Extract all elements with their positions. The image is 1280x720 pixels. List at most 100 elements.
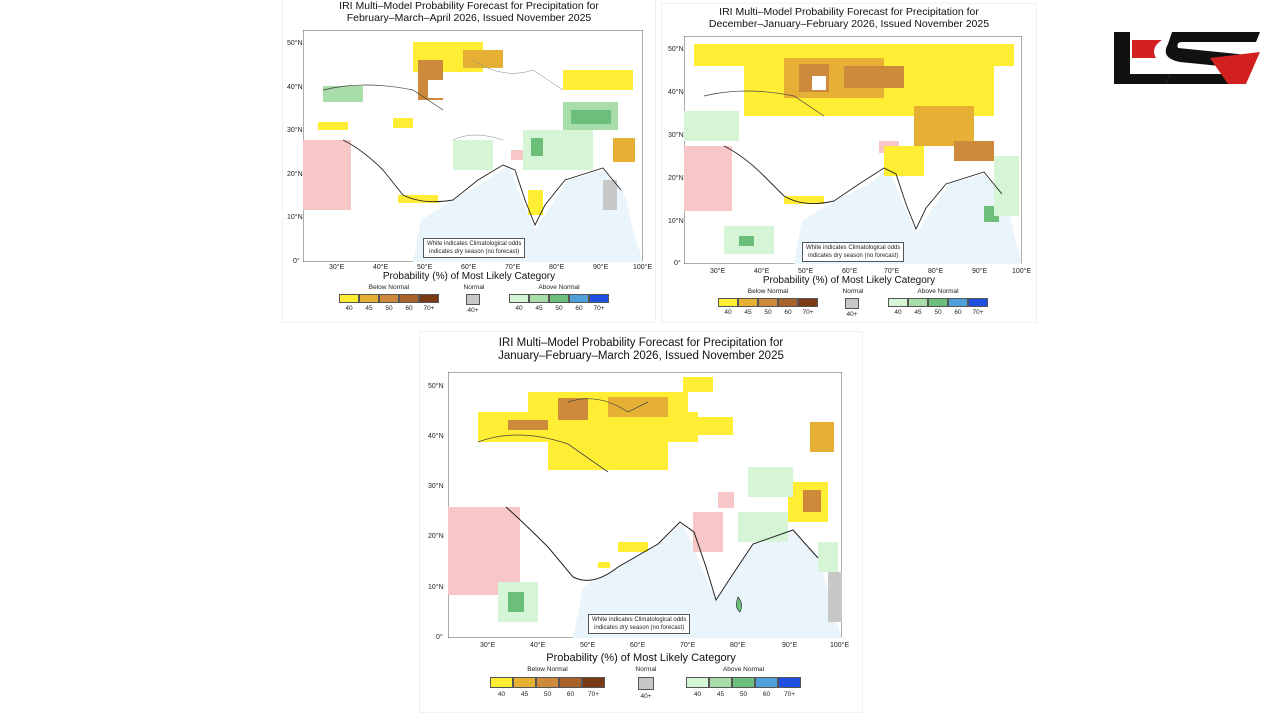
lat-label: 10°N [287,214,303,221]
map-title: IRI Multi–Model Probability Forecast for… [662,6,1036,30]
legend-swatch [928,298,948,307]
lon-label: 50°E [580,642,596,649]
dry-season-note: White indicates Climatological odds indi… [588,614,691,634]
legend-normal: Normal 40+ [463,284,485,314]
legend-swatch [738,298,758,307]
lon-label: 100°E [633,264,653,271]
lon-label: 90°E [972,268,988,275]
lon-label: 40°E [530,642,546,649]
lon-label: 90°E [593,264,609,271]
legend-swatch [732,677,755,688]
legend-swatch [718,298,738,307]
lon-label: 40°E [373,264,389,271]
legend-swatch [755,677,778,688]
legend-swatch [509,294,529,303]
legend-above-normal: Above Normal 40 45 50 60 70+ [888,288,988,320]
lat-label: 50°N [668,46,684,53]
lat-label: 40°N [287,84,303,91]
legend-title: Probability (%) of Most Likely Category [762,275,936,286]
lat-label: 30°N [428,483,444,490]
legend-title: Probability (%) of Most Likely Category [546,652,736,664]
lon-label: 60°E [461,264,477,271]
legend-swatch [778,677,801,688]
lat-label: 20°N [668,175,684,182]
lat-label: 0° [293,258,300,265]
legend-swatch [845,298,859,309]
lon-label: 40°E [754,268,770,275]
lon-label: 80°E [549,264,565,271]
lat-label: 20°N [287,171,303,178]
lon-label: 60°E [630,642,646,649]
legend-below-normal: Below Normal 40 45 50 60 70+ [339,284,439,316]
legend-swatch [686,677,709,688]
dry-season-note: White indicates Climatological odds indi… [802,242,905,262]
legend-above-normal: Above Normal 40 45 50 60 70+ [509,284,609,316]
legend-swatch [466,294,480,305]
legend-swatch [638,677,654,690]
legend-swatch [709,677,732,688]
legend-below-normal: Below Normal 40 45 50 60 70+ [490,666,605,702]
legend-normal: Normal 40+ [635,666,657,700]
legend-swatch [569,294,589,303]
lat-label: 0° [674,260,681,267]
forecast-panel-fma: IRI Multi–Model Probability Forecast for… [283,0,655,322]
dry-season-note: White indicates Climatological odds indi… [423,238,526,258]
legend-swatch [798,298,818,307]
lat-label: 20°N [428,533,444,540]
lon-label: 30°E [329,264,345,271]
legend-swatch [968,298,988,307]
legend-swatch [559,677,582,688]
lon-label: 100°E [830,642,850,649]
legend-swatch [908,298,928,307]
map-title-line1: IRI Multi–Model Probability Forecast for… [719,6,979,18]
map-title-line2: January–February–March 2026, Issued Nove… [498,350,784,362]
forecast-panel-djf: IRI Multi–Model Probability Forecast for… [662,4,1036,322]
lat-label: 40°N [428,433,444,440]
lon-label: 80°E [928,268,944,275]
forecast-map [684,36,1022,264]
legend-swatch [529,294,549,303]
lon-label: 80°E [730,642,746,649]
legend-title: Probability (%) of Most Likely Category [382,271,556,282]
legend-swatch [359,294,379,303]
lat-label: 10°N [668,218,684,225]
lat-label: 30°N [668,132,684,139]
forecast-panel-jfm: IRI Multi–Model Probability Forecast for… [420,332,862,712]
map-title: IRI Multi–Model Probability Forecast for… [420,337,862,363]
legend-below-normal: Below Normal 40 45 50 60 70+ [718,288,818,320]
map-title-line2: December–January–February 2026, Issued N… [708,18,990,30]
lat-label: 10°N [428,584,444,591]
legend-swatch [778,298,798,307]
legend-swatch [419,294,439,303]
forecast-map [448,372,842,638]
map-title-line2: February–March–April 2026, Issued Novemb… [346,12,592,24]
lat-label: 30°N [287,127,303,134]
lat-label: 0° [436,634,443,641]
legend-swatch [513,677,536,688]
legend-normal: Normal 40+ [842,288,864,318]
legend-swatch [948,298,968,307]
map-title: IRI Multi–Model Probability Forecast for… [283,0,655,24]
lon-label: 50°E [798,268,814,275]
lat-label: 50°N [287,40,303,47]
lon-label: 50°E [417,264,433,271]
legend-swatch [536,677,559,688]
legend-swatch [399,294,419,303]
lon-label: 100°E [1012,268,1032,275]
brand-logo [1114,32,1260,84]
legend-swatch [589,294,609,303]
lon-label: 60°E [842,268,858,275]
lat-label: 40°N [668,89,684,96]
lat-label: 50°N [428,383,444,390]
lon-label: 30°E [710,268,726,275]
legend-swatch [339,294,359,303]
legend-swatch [549,294,569,303]
legend-swatch [582,677,605,688]
legend-swatch [888,298,908,307]
lon-label: 30°E [480,642,496,649]
map-title-line1: IRI Multi–Model Probability Forecast for… [339,0,599,12]
legend-above-normal: Above Normal 40 45 50 60 70+ [686,666,801,702]
lon-label: 70°E [884,268,900,275]
lon-label: 90°E [782,642,798,649]
map-title-line1: IRI Multi–Model Probability Forecast for… [498,337,784,349]
